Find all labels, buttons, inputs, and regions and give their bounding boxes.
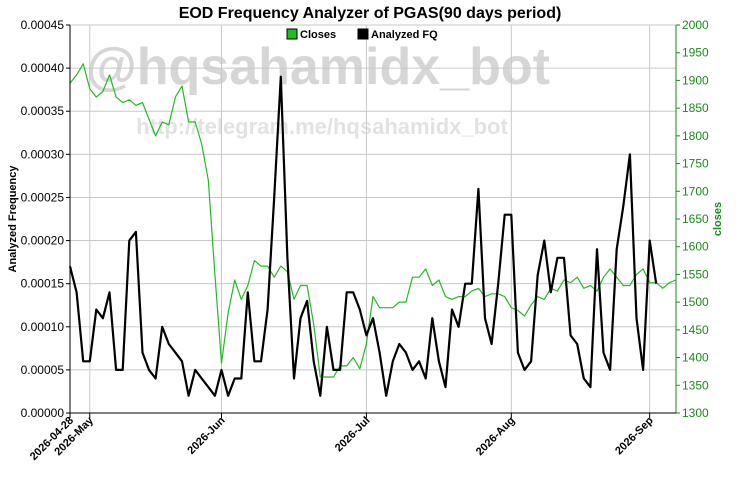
watermark-handle: @hqsahamidx_bot [86,38,550,96]
y-right-tick-label: 1450 [682,323,709,337]
y-left-tick-label: 0.00020 [21,234,65,248]
y-axis-right-ticks: 1300 1350 1400 1450 1500 1550 1600 1650 1700 1750… [676,18,709,420]
y-left-tick-label: 0.00010 [21,320,65,334]
chart-title: EOD Frequency Analyzer of PGAS(90 days p… [179,5,562,22]
y-left-tick-label: 0.00035 [21,104,65,118]
y-right-tick-label: 1950 [682,46,709,60]
series-analyzed-fq-line [68,75,658,397]
y-right-tick-label: 1700 [682,184,709,198]
legend-swatch-closes [286,28,298,40]
y-left-tick-label: 0.00005 [21,363,65,377]
y-left-tick-label: 0.00030 [21,147,65,161]
y-right-tick-label: 1600 [682,240,709,254]
y-right-tick-label: 2000 [682,18,709,32]
series-closes-line [69,63,677,378]
y-right-tick-label: 1650 [682,212,709,226]
y-right-tick-label: 1550 [682,267,709,281]
y-right-tick-label: 1850 [682,101,709,115]
y-axis-left-ticks: 0.00000 0.00005 0.00010 0.00015 0.00020 0.000… [21,18,70,420]
y-axis-left-label: Analyzed Frequency [7,165,19,273]
y-right-tick-label: 1500 [682,295,709,309]
y-left-tick-label: 0.00025 [21,190,65,204]
y-right-tick-label: 1750 [682,157,709,171]
y-left-tick-label: 0.00015 [21,277,65,291]
y-left-tick-label: 0.00000 [21,406,65,420]
legend: Closes Analyzed FQ [286,28,438,41]
y-right-tick-label: 1400 [682,351,709,365]
y-right-tick-label: 1350 [682,378,709,392]
y-axis-right-label: closes [712,202,724,236]
legend-label-fq: Analyzed FQ [371,29,438,41]
series-lines [68,63,677,397]
y-right-tick-label: 1300 [682,406,709,420]
legend-swatch-fq [357,28,369,40]
y-right-tick-label: 1800 [682,129,709,143]
y-left-tick-label: 0.00040 [21,61,65,75]
gridlines [70,24,676,413]
y-right-tick-label: 1900 [682,73,709,87]
watermark-url: http://telegram.me/hqsahamidx_bot [136,114,508,139]
legend-label-closes: Closes [300,29,336,41]
y-left-tick-label: 0.00045 [21,18,65,32]
